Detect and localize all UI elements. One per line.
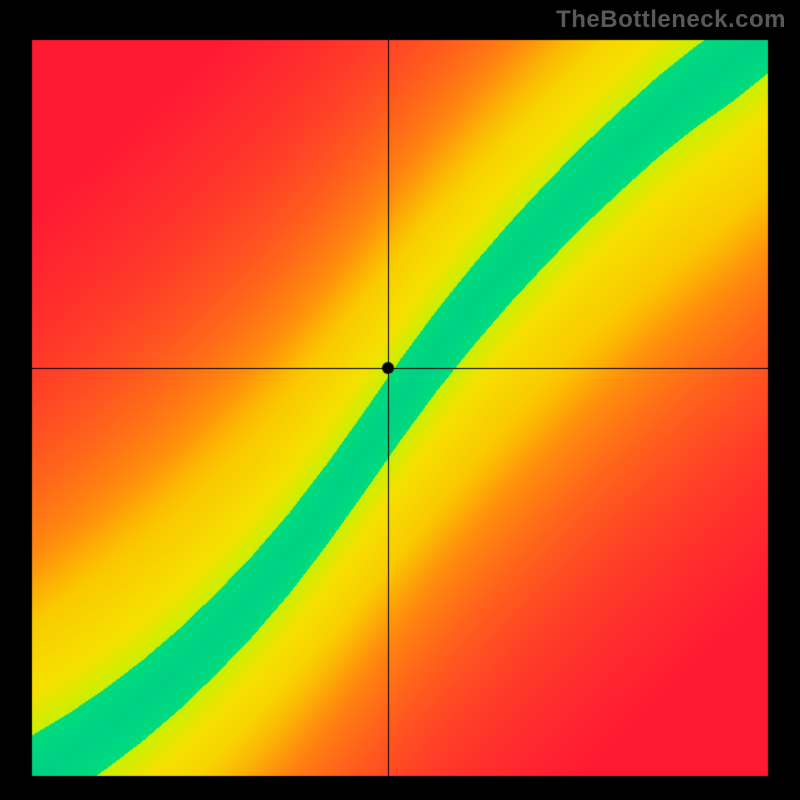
watermark-text: TheBottleneck.com (556, 6, 786, 34)
bottleneck-heatmap (0, 0, 800, 800)
